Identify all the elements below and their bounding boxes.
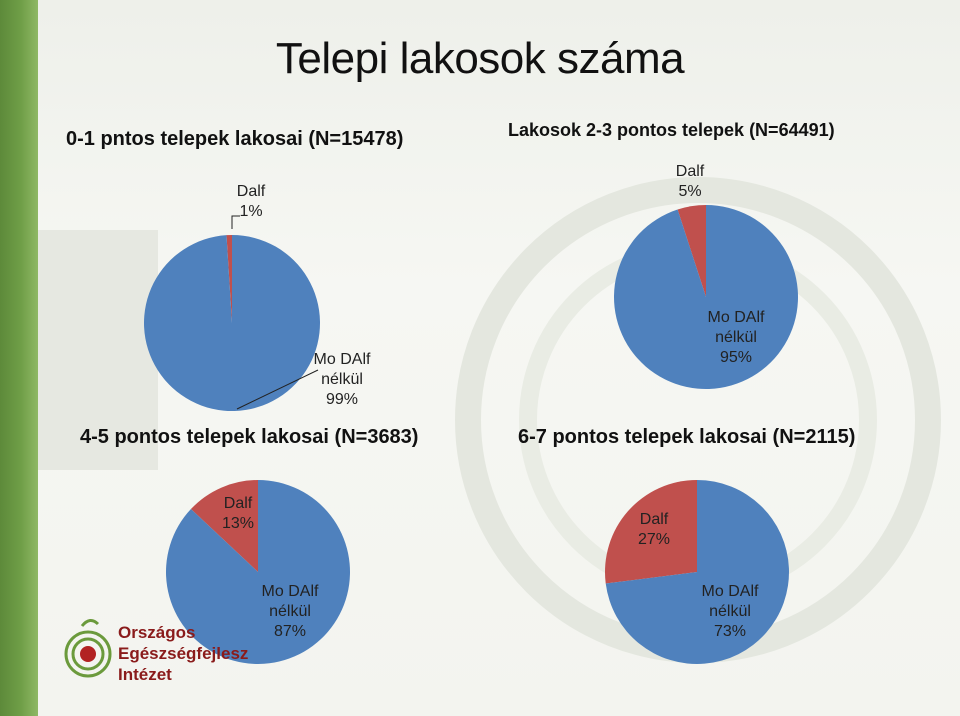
pie-3-slice-0 [605, 480, 697, 584]
pie-3-slice-0-percent: 27% [638, 531, 670, 548]
pie-3-slice-1-label: nélkül [709, 603, 751, 620]
pie-0-slice-0 [226, 235, 232, 323]
chart-title-0-1: 0-1 pntos telepek lakosai (N=15478) [66, 128, 404, 150]
left-accent-bar [0, 0, 38, 716]
pie-1-slice-1 [614, 205, 798, 390]
pie-2-slice-1 [166, 480, 351, 665]
logo-emblem [64, 619, 112, 678]
pie-2-slice-1-label: nélkül [269, 603, 311, 620]
pie-3-slice-1-label: Mo DAlf [702, 583, 759, 600]
pie-0-slice-0-label: Dalf [237, 183, 266, 200]
chart-title-4-5: 4-5 pontos telepek lakosai (N=3683) [80, 426, 419, 448]
pie-2-slice-1-label: Mo DAlf [262, 583, 319, 600]
pie-3-slice-1-percent: 73% [714, 623, 746, 640]
pie-0-slice-1-label: nélkül [321, 371, 363, 388]
pie-1-slice-0-label: Dalf [676, 163, 705, 180]
logo-line-1: Országos [118, 623, 196, 642]
pie-1-slice-1-label: nélkül [715, 329, 757, 346]
chart-title-6-7: 6-7 pontos telepek lakosai (N=2115) [518, 426, 856, 448]
pie-0-slice-1 [143, 235, 320, 412]
pie-2-slice-0-label: Dalf [224, 495, 253, 512]
pie-1-slice-1-label: Mo DAlf [708, 309, 765, 326]
logo-line-2: Egészségfejlesz [118, 644, 249, 663]
logo-line-3: Intézet [118, 665, 172, 684]
chart-title-2-3: Lakosok 2-3 pontos telepek (N=64491) [508, 120, 835, 140]
pie-1-slice-1-percent: 95% [720, 349, 752, 366]
logo-text: Országos Egészségfejlesz Intézet [118, 622, 248, 685]
pie-0-slice-1-percent: 99% [326, 391, 358, 408]
page-title: Telepi lakosok száma [275, 34, 685, 83]
pie-0-leader-line-1 [236, 369, 319, 410]
pie-0-slice-1-label: Mo DAlf [314, 351, 371, 368]
pie-3-slice-0-label: Dalf [640, 511, 669, 528]
pie-3-slice-1 [605, 480, 789, 665]
pie-0-slice-0-percent: 1% [239, 203, 262, 220]
pie-1-slice-0-percent: 5% [678, 183, 701, 200]
pie-1-slice-0 [677, 205, 706, 297]
pie-0-leader-line-0 [231, 215, 240, 229]
pie-2-slice-1-percent: 87% [274, 623, 306, 640]
pie-2-slice-0 [190, 480, 258, 572]
pie-2-slice-0-percent: 13% [222, 515, 254, 532]
